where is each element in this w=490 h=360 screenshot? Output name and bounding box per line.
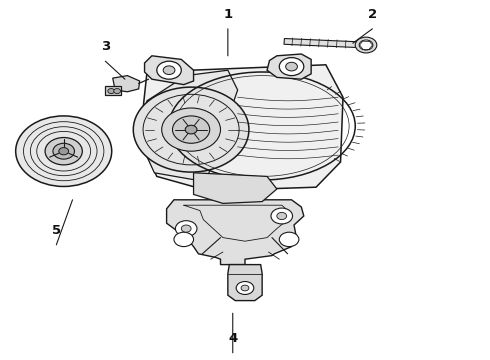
Circle shape	[108, 89, 115, 94]
Circle shape	[114, 89, 121, 94]
Circle shape	[172, 116, 210, 143]
Circle shape	[174, 232, 194, 247]
Circle shape	[277, 212, 287, 220]
Circle shape	[355, 37, 377, 53]
Text: 4: 4	[228, 332, 237, 345]
Polygon shape	[267, 54, 311, 79]
Circle shape	[162, 108, 220, 151]
Circle shape	[45, 138, 82, 165]
Circle shape	[359, 40, 373, 50]
Circle shape	[175, 221, 197, 237]
Polygon shape	[228, 265, 262, 301]
Circle shape	[181, 225, 191, 232]
Circle shape	[53, 143, 74, 159]
Circle shape	[16, 116, 112, 186]
Polygon shape	[105, 86, 121, 95]
Polygon shape	[167, 200, 304, 265]
Circle shape	[59, 148, 69, 155]
Polygon shape	[140, 65, 343, 191]
Circle shape	[236, 282, 254, 294]
Circle shape	[279, 232, 299, 247]
Circle shape	[157, 61, 181, 79]
Text: 5: 5	[52, 224, 61, 237]
Polygon shape	[194, 173, 277, 203]
Text: 1: 1	[223, 8, 232, 21]
Circle shape	[279, 58, 304, 76]
Text: 2: 2	[368, 8, 377, 21]
Polygon shape	[140, 70, 238, 182]
Polygon shape	[145, 56, 194, 85]
Circle shape	[185, 125, 197, 134]
Circle shape	[163, 66, 175, 75]
Circle shape	[241, 285, 249, 291]
Polygon shape	[113, 76, 140, 92]
Circle shape	[133, 87, 249, 172]
Text: 3: 3	[101, 40, 110, 53]
Circle shape	[286, 62, 297, 71]
Polygon shape	[284, 39, 358, 48]
Circle shape	[271, 208, 293, 224]
